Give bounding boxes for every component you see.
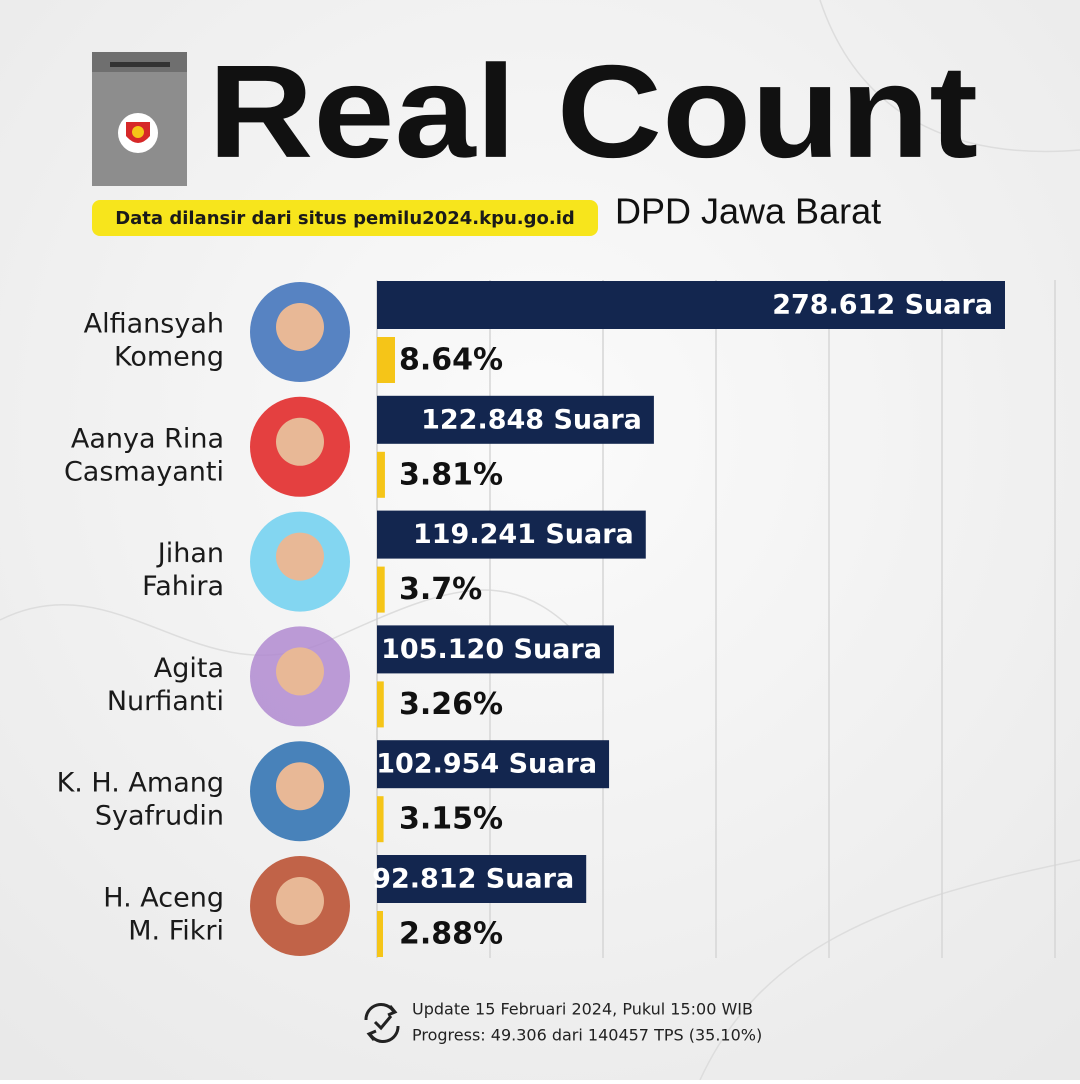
- footer-line: Update 15 Februari 2024, Pukul 15:00 WIB: [412, 1000, 753, 1019]
- percent-bar: [377, 911, 383, 957]
- vote-label: 122.848 Suara: [421, 404, 642, 435]
- candidate-face: [276, 762, 324, 811]
- category-label: Casmayanti: [64, 456, 224, 487]
- category-label: M. Fikri: [128, 916, 224, 947]
- category-label: Agita: [154, 653, 224, 684]
- candidate-face: [276, 532, 324, 581]
- vote-label: 105.120 Suara: [381, 634, 602, 665]
- percent-label: 3.26%: [399, 687, 503, 722]
- category-label: Komeng: [114, 342, 224, 373]
- category-label: Syafrudin: [95, 801, 224, 832]
- source: Data dilansir dari situs pemilu2024.kpu.…: [115, 208, 575, 229]
- percent-label: 3.7%: [399, 572, 482, 607]
- vote-bar: [377, 625, 614, 674]
- percent-label: 2.88%: [399, 917, 503, 952]
- category-label: Nurfianti: [107, 686, 224, 717]
- footer-line: Progress: 49.306 dari 140457 TPS (35.10%…: [412, 1026, 762, 1045]
- percent-label: 3.81%: [399, 457, 503, 492]
- update-icon: [364, 1002, 400, 1044]
- category-label: H. Aceng: [103, 883, 224, 914]
- vote-label: 92.812 Suara: [372, 864, 574, 895]
- ballot-box-icon: [92, 52, 187, 186]
- subtitle: DPD Jawa Barat: [615, 191, 881, 232]
- vote-label: 278.612 Suara: [772, 290, 993, 321]
- candidate-face: [276, 303, 324, 351]
- percent-bar: [377, 566, 385, 613]
- percent-bar: [377, 451, 385, 498]
- category-label: K. H. Amang: [57, 768, 224, 799]
- title: Real Count: [208, 38, 978, 185]
- vote-bar: [377, 740, 610, 789]
- candidate-face: [276, 417, 324, 466]
- vote-label: 102.954 Suara: [376, 749, 597, 780]
- category-label: Alfiansyah: [84, 309, 224, 340]
- percent-label: 3.15%: [399, 802, 503, 837]
- vote-bar: [377, 281, 1005, 329]
- category-label: Aanya Rina: [71, 423, 224, 454]
- percent-bar: [377, 681, 384, 728]
- source-badge: [92, 200, 598, 236]
- grid: [376, 280, 1056, 958]
- percent-label: 8.64%: [399, 343, 503, 378]
- percent-bar: [377, 796, 384, 843]
- candidate-face: [276, 877, 324, 925]
- category-label: Fahira: [142, 571, 224, 602]
- percent-bar: [377, 337, 395, 383]
- candidate-face: [276, 647, 324, 696]
- category-label: Jihan: [156, 538, 224, 569]
- vote-bar: [377, 395, 654, 444]
- vote-label: 119.241 Suara: [413, 519, 634, 550]
- vote-bar: [377, 855, 587, 903]
- vote-bar: [377, 510, 646, 559]
